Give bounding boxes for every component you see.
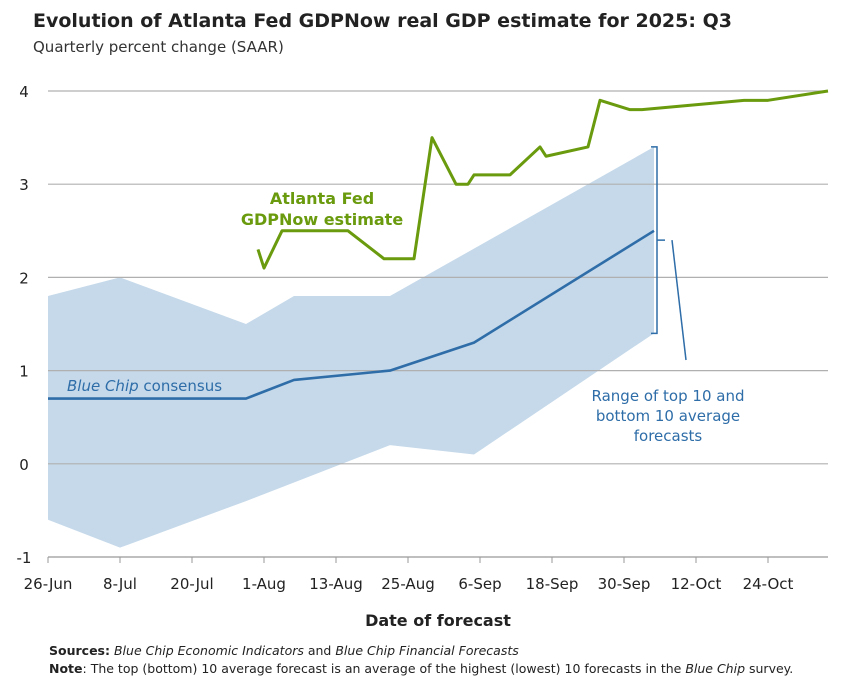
y-tick-label: 4 [19, 83, 29, 101]
y-tick-label: 0 [19, 456, 29, 474]
range-pointer [671, 240, 687, 361]
note-end: survey. [745, 661, 794, 676]
y-tick-label: 2 [19, 269, 29, 287]
footnote: Note: The top (bottom) 10 average foreca… [49, 661, 793, 676]
note-label: Note [49, 661, 83, 676]
sources-note: Sources: Blue Chip Economic Indicators a… [49, 643, 519, 658]
x-tick-label: 26-Jun [24, 575, 73, 593]
range-label: Range of top 10 and [592, 387, 745, 405]
chart-subtitle: Quarterly percent change (SAAR) [33, 38, 284, 56]
x-tick-label: 30-Sep [598, 575, 651, 593]
y-tick-label: 3 [19, 176, 29, 194]
source-1: Blue Chip Economic Indicators [113, 643, 304, 658]
range-label: forecasts [634, 427, 703, 445]
x-tick-label: 12-Oct [671, 575, 722, 593]
source-2: Blue Chip Financial Forecasts [335, 643, 519, 658]
x-tick-label: 18-Sep [526, 575, 579, 593]
range-label: bottom 10 average [596, 407, 740, 425]
chart-title: Evolution of Atlanta Fed GDPNow real GDP… [33, 10, 732, 32]
sources-label: Sources: [49, 643, 110, 658]
x-tick-label: 13-Aug [309, 575, 362, 593]
x-tick-label: 25-Aug [381, 575, 434, 593]
sources-and: and [303, 643, 336, 658]
range-band [48, 146, 654, 548]
series-line-consensus [48, 229, 655, 400]
series-line-gdpnow [256, 89, 829, 270]
x-axis-title: Date of forecast [365, 611, 511, 630]
x-tick-label: 6-Sep [458, 575, 501, 593]
y-tick-label: 1 [19, 363, 29, 381]
consensus-label-italic: Blue Chip [67, 377, 139, 395]
note-italic: Blue Chip [685, 661, 746, 676]
consensus-label-rest: consensus [139, 377, 223, 395]
gdpnow-label: GDPNow estimate [241, 210, 404, 229]
consensus-label: Blue Chip consensus [67, 377, 222, 395]
range-bracket [651, 146, 665, 335]
x-tick-label: 8-Jul [103, 575, 137, 593]
x-tick-label: 24-Oct [743, 575, 794, 593]
x-tick-label: 20-Jul [170, 575, 213, 593]
x-tick-label: 1-Aug [242, 575, 286, 593]
note-text: : The top (bottom) 10 average forecast i… [82, 661, 686, 676]
y-tick-label: -1 [17, 549, 32, 567]
gdpnow-label: Atlanta Fed [270, 189, 374, 208]
